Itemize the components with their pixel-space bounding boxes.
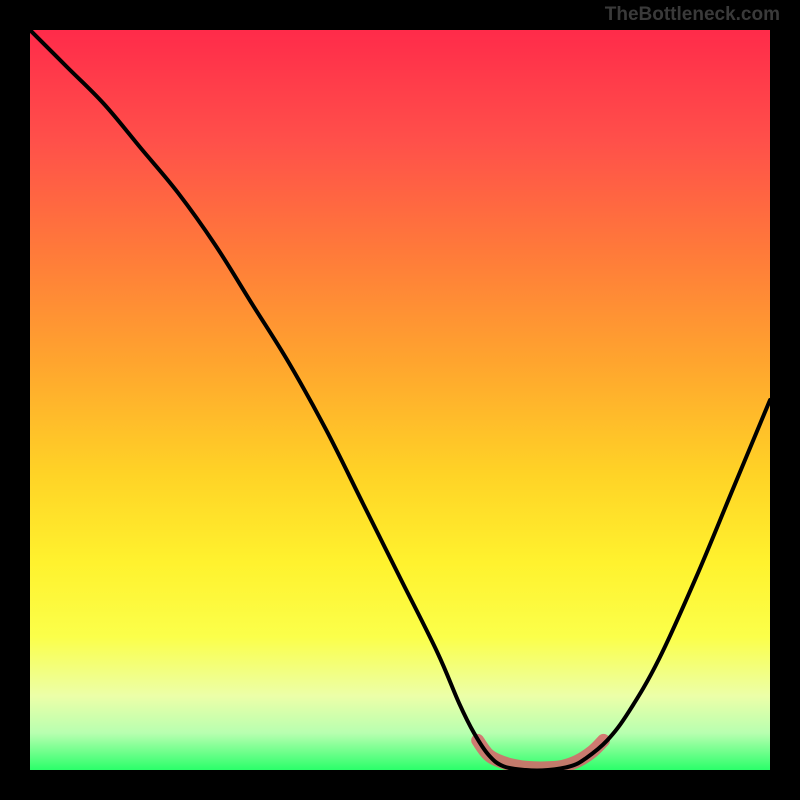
bottleneck-chart: TheBottleneck.com — [0, 0, 800, 800]
chart-svg — [0, 0, 800, 800]
watermark-text: TheBottleneck.com — [605, 4, 780, 26]
